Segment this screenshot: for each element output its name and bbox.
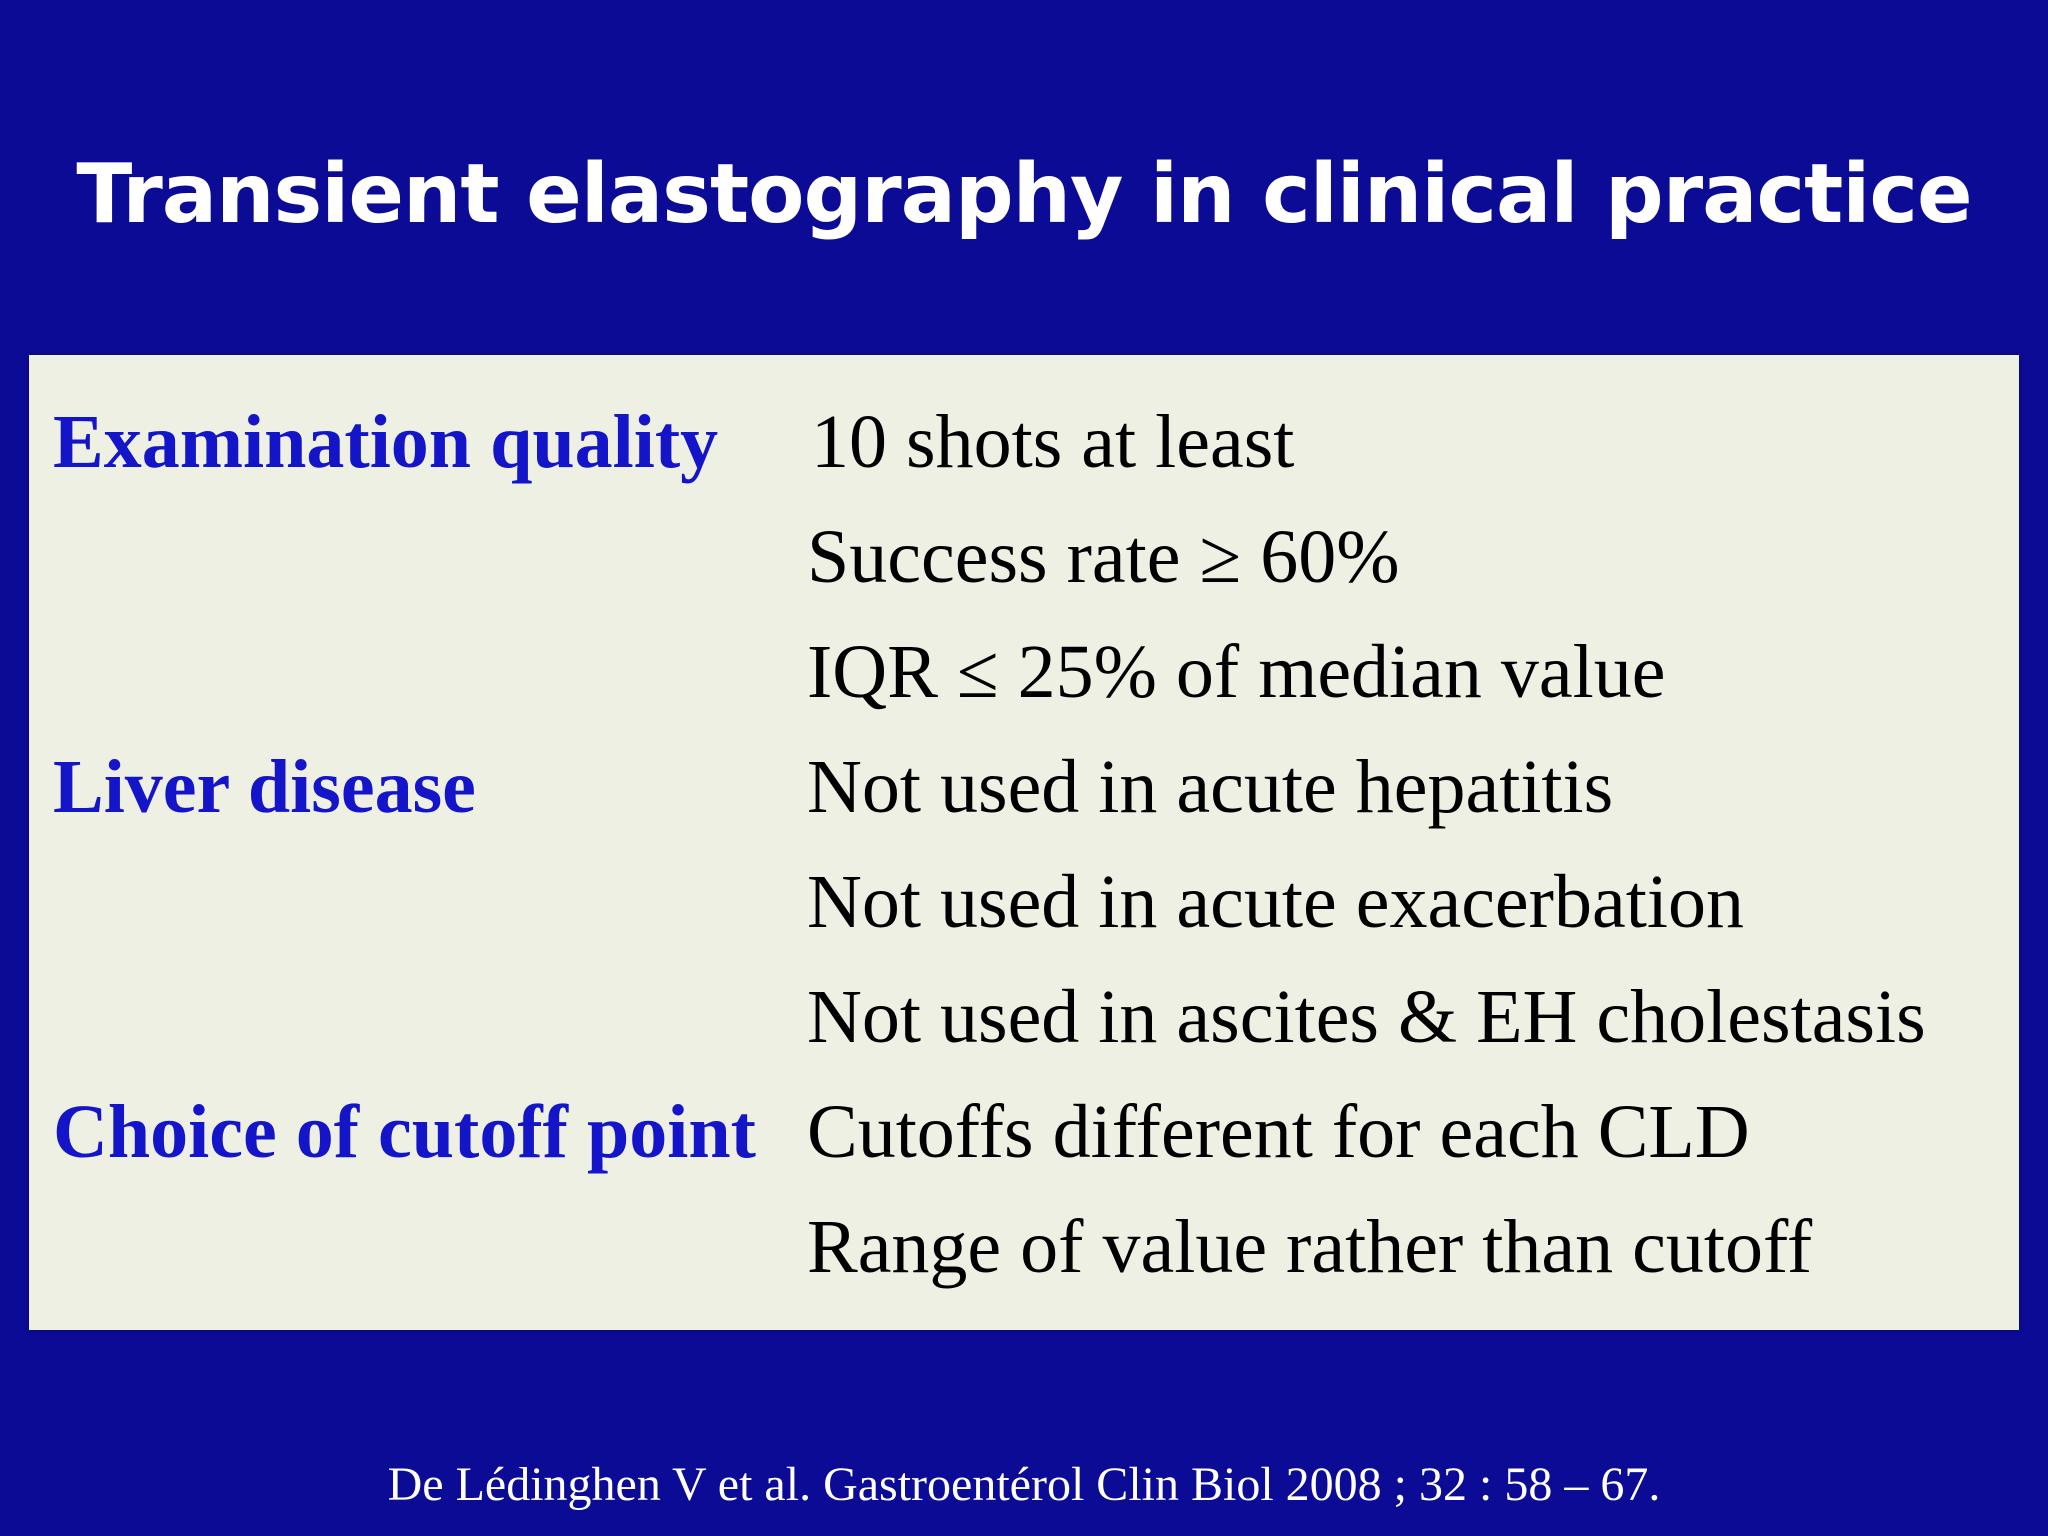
row-value: Range of value rather than cutoff <box>807 1205 1813 1289</box>
row-value: Success rate ≥ 60% <box>807 515 1400 599</box>
table-row: Examination quality 10 shots at least <box>29 385 2019 500</box>
table-row: IQR ≤ 25% of median value <box>29 615 2019 730</box>
row-value: Not used in ascites & EH cholestasis <box>807 975 1926 1059</box>
row-value: Cutoffs different for each CLD <box>807 1090 1750 1174</box>
table-row: Not used in acute exacerbation <box>29 845 2019 960</box>
slide-title: Transient elastography in clinical pract… <box>76 147 1972 242</box>
table-row: Choice of cutoff point Cutoffs different… <box>29 1075 2019 1190</box>
row-value: Not used in acute hepatitis <box>807 745 1614 829</box>
row-label-liver-disease: Liver disease <box>53 745 476 829</box>
table-row: Success rate ≥ 60% <box>29 500 2019 615</box>
content-panel: Examination quality 10 shots at least Su… <box>29 355 2019 1330</box>
citation: De Lédinghen V et al. Gastroentérol Clin… <box>387 1458 1661 1511</box>
table-row: Range of value rather than cutoff <box>29 1190 2019 1305</box>
row-label-examination-quality: Examination quality <box>53 400 719 484</box>
row-value: IQR ≤ 25% of median value <box>807 630 1666 714</box>
table-row: Liver disease Not used in acute hepatiti… <box>29 730 2019 845</box>
row-label-choice-of-cutoff-point: Choice of cutoff point <box>53 1090 756 1174</box>
row-value: 10 shots at least <box>811 400 1295 484</box>
row-value: Not used in acute exacerbation <box>807 860 1744 944</box>
table-row: Not used in ascites & EH cholestasis <box>29 960 2019 1075</box>
